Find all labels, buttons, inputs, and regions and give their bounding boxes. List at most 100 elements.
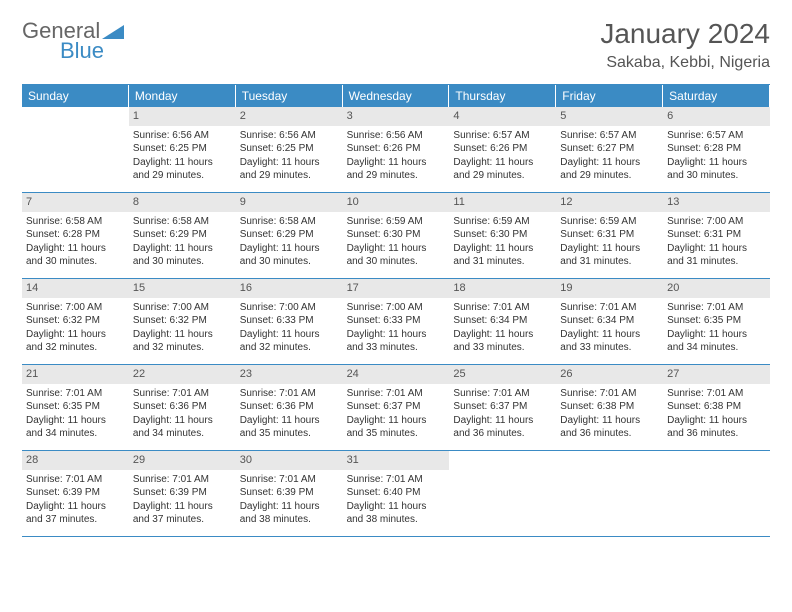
calendar-cell-empty	[556, 451, 663, 537]
day-number: 27	[663, 365, 770, 384]
day-number: 20	[663, 279, 770, 298]
location-text: Sakaba, Kebbi, Nigeria	[600, 54, 770, 72]
daylight-text: Daylight: 11 hours and 32 minutes.	[133, 328, 232, 355]
calendar-cell: 28Sunrise: 7:01 AMSunset: 6:39 PMDayligh…	[22, 451, 129, 537]
calendar-cell: 24Sunrise: 7:01 AMSunset: 6:37 PMDayligh…	[343, 365, 450, 451]
sunset-text: Sunset: 6:37 PM	[453, 400, 552, 414]
sunrise-text: Sunrise: 7:01 AM	[133, 473, 232, 487]
daylight-text: Daylight: 11 hours and 33 minutes.	[453, 328, 552, 355]
daylight-text: Daylight: 11 hours and 31 minutes.	[667, 242, 766, 269]
day-number: 31	[343, 451, 450, 470]
calendar-cell: 5Sunrise: 6:57 AMSunset: 6:27 PMDaylight…	[556, 107, 663, 193]
daylight-text: Daylight: 11 hours and 35 minutes.	[347, 414, 446, 441]
day-number: 22	[129, 365, 236, 384]
sunset-text: Sunset: 6:30 PM	[453, 228, 552, 242]
calendar-cell: 23Sunrise: 7:01 AMSunset: 6:36 PMDayligh…	[236, 365, 343, 451]
calendar-cell: 14Sunrise: 7:00 AMSunset: 6:32 PMDayligh…	[22, 279, 129, 365]
daylight-text: Daylight: 11 hours and 29 minutes.	[453, 156, 552, 183]
daylight-text: Daylight: 11 hours and 36 minutes.	[560, 414, 659, 441]
title-block: January 2024 Sakaba, Kebbi, Nigeria	[600, 18, 770, 72]
daylight-text: Daylight: 11 hours and 34 minutes.	[133, 414, 232, 441]
calendar-grid: SundayMondayTuesdayWednesdayThursdayFrid…	[22, 84, 770, 537]
calendar-cell: 19Sunrise: 7:01 AMSunset: 6:34 PMDayligh…	[556, 279, 663, 365]
day-number: 23	[236, 365, 343, 384]
daylight-text: Daylight: 11 hours and 34 minutes.	[26, 414, 125, 441]
day-number: 5	[556, 107, 663, 126]
calendar-cell: 26Sunrise: 7:01 AMSunset: 6:38 PMDayligh…	[556, 365, 663, 451]
calendar-cell: 9Sunrise: 6:58 AMSunset: 6:29 PMDaylight…	[236, 193, 343, 279]
sunset-text: Sunset: 6:34 PM	[560, 314, 659, 328]
calendar-cell: 25Sunrise: 7:01 AMSunset: 6:37 PMDayligh…	[449, 365, 556, 451]
calendar-cell: 1Sunrise: 6:56 AMSunset: 6:25 PMDaylight…	[129, 107, 236, 193]
sunset-text: Sunset: 6:30 PM	[347, 228, 446, 242]
daylight-text: Daylight: 11 hours and 29 minutes.	[560, 156, 659, 183]
daylight-text: Daylight: 11 hours and 29 minutes.	[347, 156, 446, 183]
day-number: 12	[556, 193, 663, 212]
sunrise-text: Sunrise: 7:00 AM	[240, 301, 339, 315]
sunrise-text: Sunrise: 6:58 AM	[133, 215, 232, 229]
sunset-text: Sunset: 6:35 PM	[26, 400, 125, 414]
calendar-cell: 27Sunrise: 7:01 AMSunset: 6:38 PMDayligh…	[663, 365, 770, 451]
sunset-text: Sunset: 6:25 PM	[133, 142, 232, 156]
daylight-text: Daylight: 11 hours and 30 minutes.	[133, 242, 232, 269]
calendar-cell-empty	[449, 451, 556, 537]
calendar-cell: 17Sunrise: 7:00 AMSunset: 6:33 PMDayligh…	[343, 279, 450, 365]
sunset-text: Sunset: 6:34 PM	[453, 314, 552, 328]
sunrise-text: Sunrise: 7:01 AM	[347, 473, 446, 487]
weekday-header: Tuesday	[236, 85, 343, 107]
sunrise-text: Sunrise: 7:01 AM	[26, 473, 125, 487]
sunrise-text: Sunrise: 6:56 AM	[347, 129, 446, 143]
calendar-cell: 20Sunrise: 7:01 AMSunset: 6:35 PMDayligh…	[663, 279, 770, 365]
daylight-text: Daylight: 11 hours and 33 minutes.	[347, 328, 446, 355]
calendar-cell: 10Sunrise: 6:59 AMSunset: 6:30 PMDayligh…	[343, 193, 450, 279]
sunset-text: Sunset: 6:31 PM	[560, 228, 659, 242]
sunrise-text: Sunrise: 7:01 AM	[560, 387, 659, 401]
daylight-text: Daylight: 11 hours and 32 minutes.	[26, 328, 125, 355]
sunset-text: Sunset: 6:33 PM	[347, 314, 446, 328]
sunset-text: Sunset: 6:31 PM	[667, 228, 766, 242]
calendar-cell: 3Sunrise: 6:56 AMSunset: 6:26 PMDaylight…	[343, 107, 450, 193]
day-number: 26	[556, 365, 663, 384]
day-number: 30	[236, 451, 343, 470]
calendar-cell-empty	[663, 451, 770, 537]
sunrise-text: Sunrise: 6:56 AM	[240, 129, 339, 143]
sunset-text: Sunset: 6:35 PM	[667, 314, 766, 328]
daylight-text: Daylight: 11 hours and 36 minutes.	[667, 414, 766, 441]
daylight-text: Daylight: 11 hours and 38 minutes.	[240, 500, 339, 527]
sunrise-text: Sunrise: 7:01 AM	[26, 387, 125, 401]
calendar-cell: 31Sunrise: 7:01 AMSunset: 6:40 PMDayligh…	[343, 451, 450, 537]
day-number: 2	[236, 107, 343, 126]
calendar-cell: 13Sunrise: 7:00 AMSunset: 6:31 PMDayligh…	[663, 193, 770, 279]
sunrise-text: Sunrise: 7:01 AM	[453, 301, 552, 315]
daylight-text: Daylight: 11 hours and 34 minutes.	[667, 328, 766, 355]
sunset-text: Sunset: 6:29 PM	[240, 228, 339, 242]
sunset-text: Sunset: 6:28 PM	[667, 142, 766, 156]
sunset-text: Sunset: 6:36 PM	[133, 400, 232, 414]
logo: GeneralBlue	[22, 18, 124, 70]
weekday-header: Monday	[129, 85, 236, 107]
daylight-text: Daylight: 11 hours and 30 minutes.	[240, 242, 339, 269]
calendar-cell: 11Sunrise: 6:59 AMSunset: 6:30 PMDayligh…	[449, 193, 556, 279]
daylight-text: Daylight: 11 hours and 31 minutes.	[560, 242, 659, 269]
calendar-cell: 2Sunrise: 6:56 AMSunset: 6:25 PMDaylight…	[236, 107, 343, 193]
day-number: 16	[236, 279, 343, 298]
day-number: 19	[556, 279, 663, 298]
sunrise-text: Sunrise: 6:56 AM	[133, 129, 232, 143]
day-number: 3	[343, 107, 450, 126]
sunrise-text: Sunrise: 7:00 AM	[133, 301, 232, 315]
sunset-text: Sunset: 6:33 PM	[240, 314, 339, 328]
sunrise-text: Sunrise: 7:00 AM	[26, 301, 125, 315]
day-number: 18	[449, 279, 556, 298]
day-number: 14	[22, 279, 129, 298]
sunrise-text: Sunrise: 7:01 AM	[240, 387, 339, 401]
day-number: 28	[22, 451, 129, 470]
calendar-cell: 29Sunrise: 7:01 AMSunset: 6:39 PMDayligh…	[129, 451, 236, 537]
calendar-cell: 15Sunrise: 7:00 AMSunset: 6:32 PMDayligh…	[129, 279, 236, 365]
daylight-text: Daylight: 11 hours and 30 minutes.	[26, 242, 125, 269]
daylight-text: Daylight: 11 hours and 29 minutes.	[133, 156, 232, 183]
calendar-cell: 6Sunrise: 6:57 AMSunset: 6:28 PMDaylight…	[663, 107, 770, 193]
calendar-cell-empty	[22, 107, 129, 193]
day-number: 11	[449, 193, 556, 212]
day-number: 15	[129, 279, 236, 298]
sunset-text: Sunset: 6:39 PM	[133, 486, 232, 500]
